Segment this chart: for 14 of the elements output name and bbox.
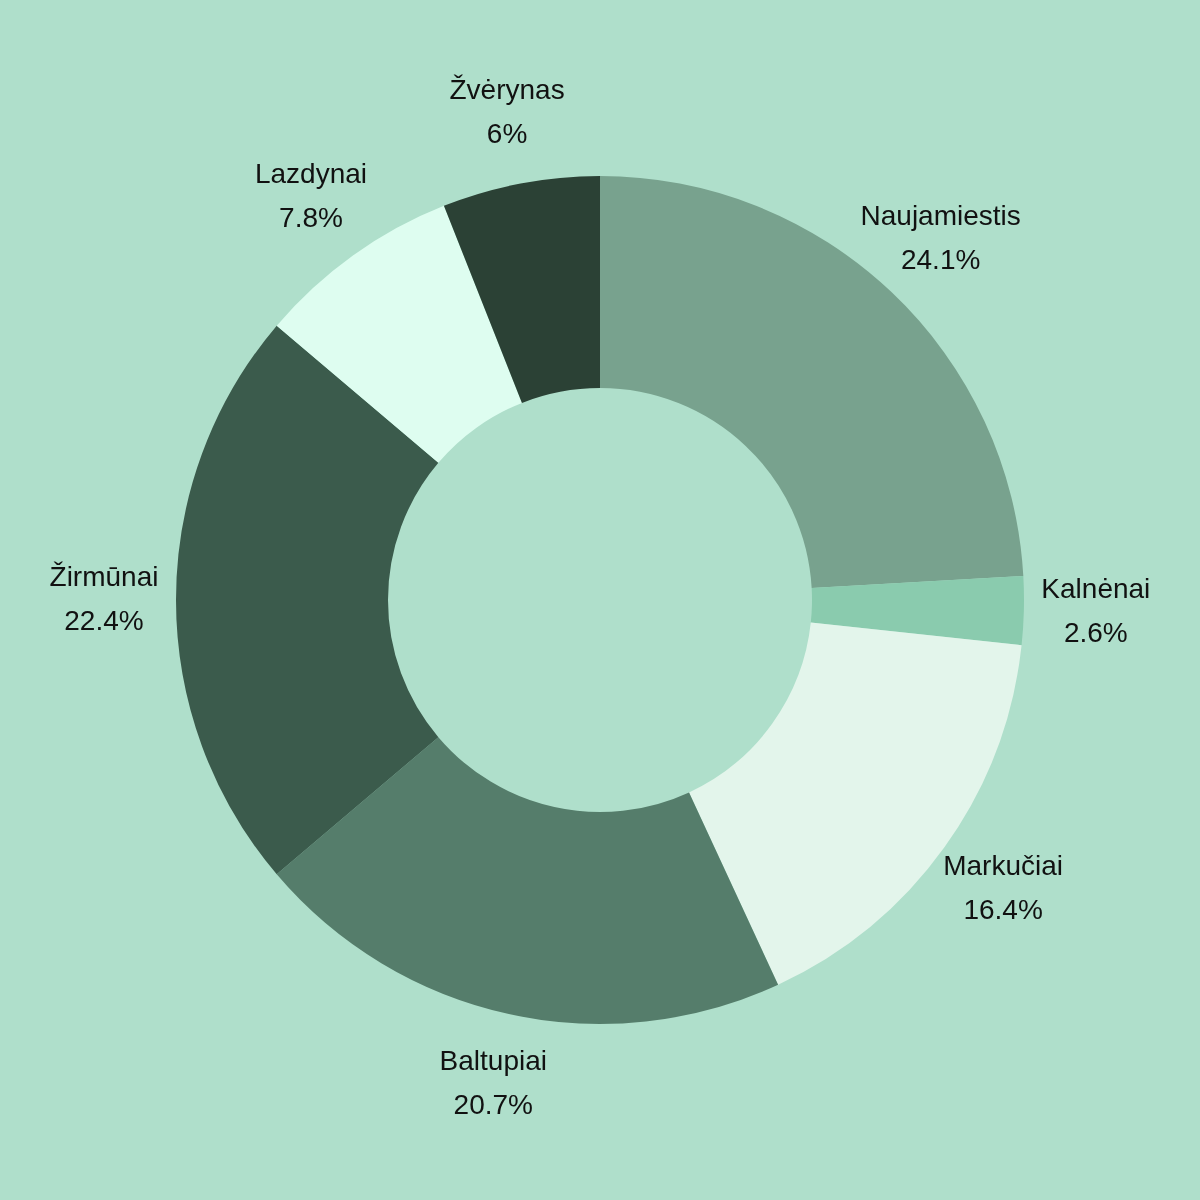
data-label: 6% bbox=[486, 117, 528, 149]
slice-label: Lazdynai bbox=[254, 157, 368, 189]
slice-label: Kalnėnai bbox=[1041, 573, 1151, 605]
data-label: 22.4% bbox=[64, 604, 144, 636]
data-label: 16.4% bbox=[963, 893, 1043, 925]
data-label: 24.1% bbox=[900, 244, 981, 276]
data-label: 20.7% bbox=[453, 1089, 534, 1121]
slice-label: Žirmūnai bbox=[49, 560, 159, 592]
slice-label: Baltupiai bbox=[439, 1045, 548, 1077]
slice-label: Naujamiestis bbox=[860, 200, 1021, 232]
slice-label: Žvėrynas bbox=[449, 73, 565, 105]
data-label: 7.8% bbox=[279, 201, 343, 233]
data-label: 2.6% bbox=[1063, 617, 1128, 649]
slice-label: Markučiai bbox=[943, 849, 1063, 881]
